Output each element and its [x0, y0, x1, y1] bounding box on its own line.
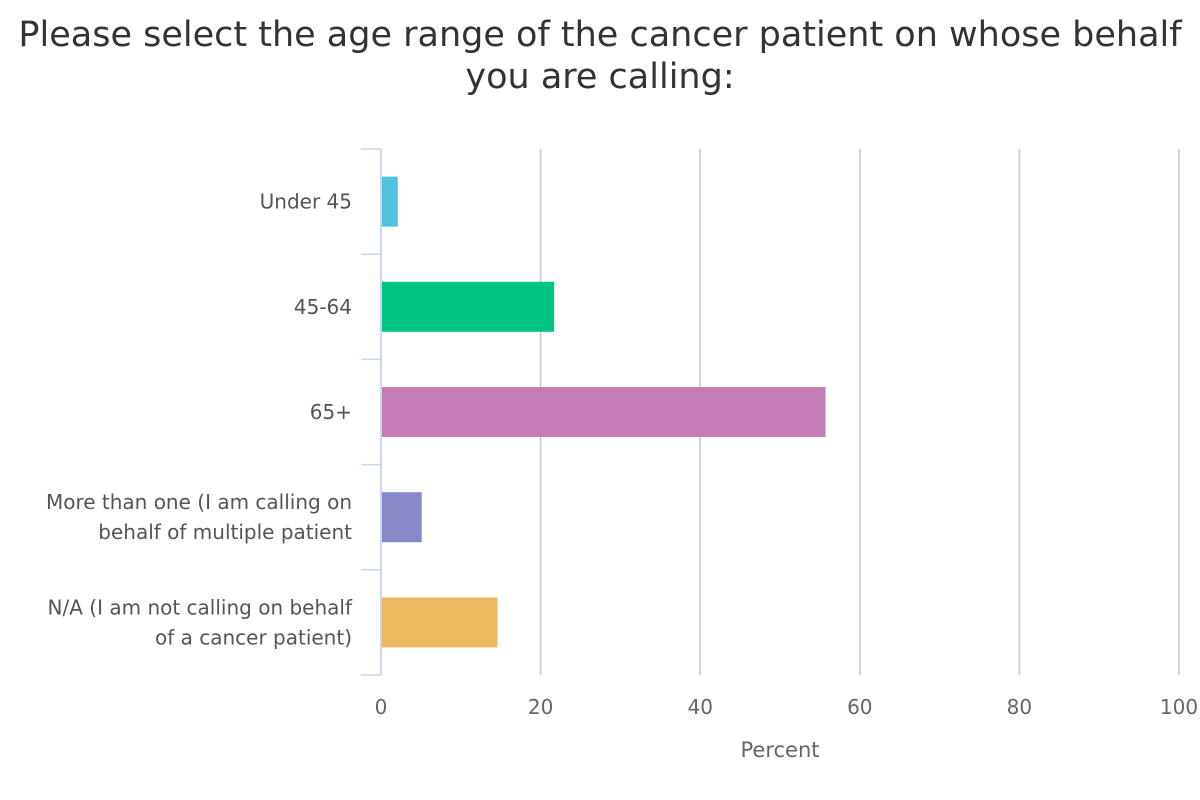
x-tick-label: 100	[1160, 695, 1198, 719]
x-tick-label: 20	[528, 695, 553, 719]
tick-labels: 0 20 40 60 80 100	[375, 695, 1198, 719]
category-label: N/A (I am not calling on behalf	[48, 595, 353, 619]
category-label: 65+	[310, 400, 352, 424]
chart-title: Please select the age range of the cance…	[18, 15, 1182, 97]
bars	[382, 176, 826, 648]
x-axis-title: Percent	[740, 738, 819, 762]
x-tick-label: 80	[1007, 695, 1032, 719]
bar	[382, 176, 398, 227]
category-labels: Under 45 45-64 65+ More than one (I am call…	[46, 190, 353, 650]
bar	[382, 281, 555, 332]
x-tick-label: 40	[687, 695, 712, 719]
x-tick-label: 0	[375, 695, 388, 719]
bar	[382, 387, 826, 437]
category-label: More than one (I am calling on	[46, 490, 352, 514]
category-label: 45-64	[294, 295, 352, 319]
category-label: Under 45	[260, 190, 352, 214]
axes	[361, 148, 382, 676]
category-label: of a cancer patient)	[155, 625, 352, 649]
bar	[382, 597, 498, 648]
bar	[382, 492, 422, 543]
x-tick-label: 60	[847, 695, 872, 719]
category-label: behalf of multiple patient	[98, 520, 352, 544]
